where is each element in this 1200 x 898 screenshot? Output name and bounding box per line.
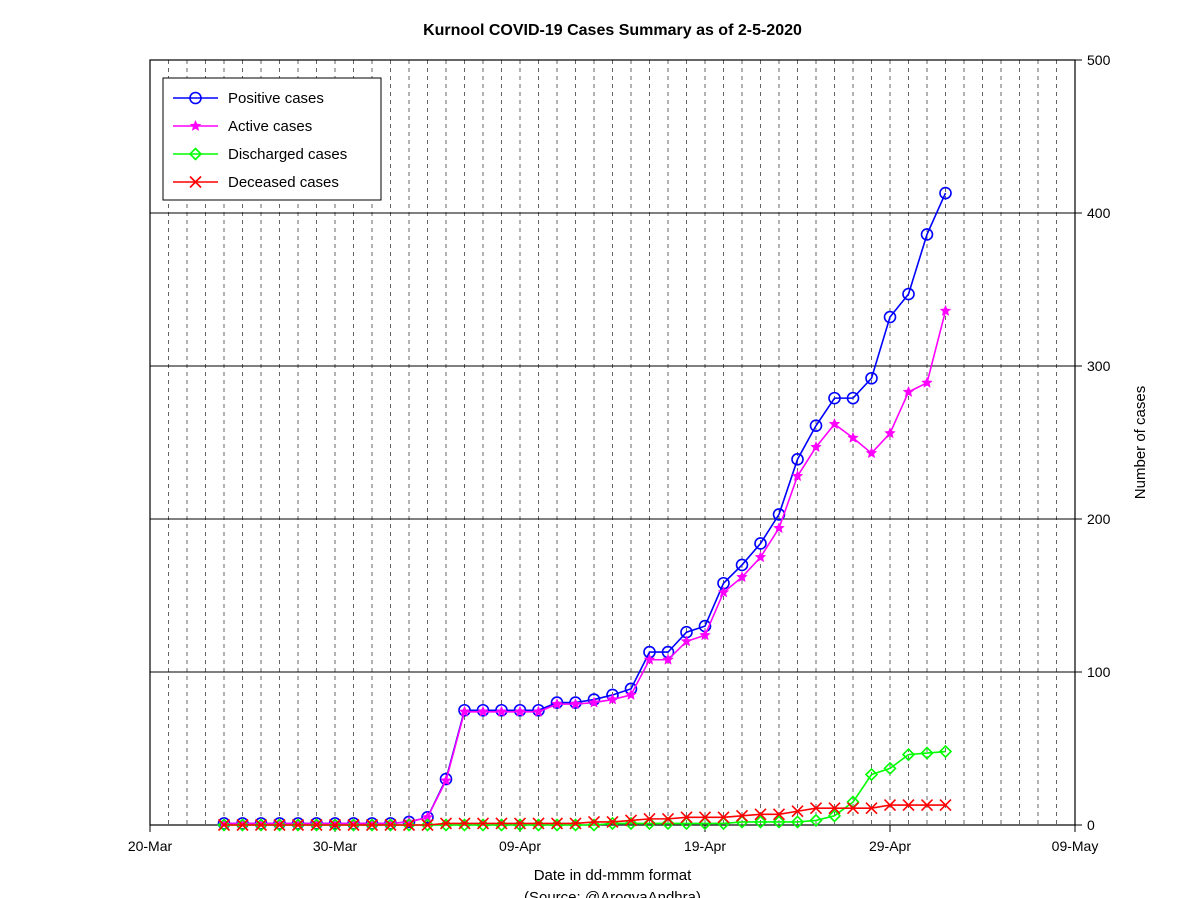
y-tick-label: 500 [1087,52,1111,68]
x-axis-label-2: (Source: @ArogyaAndhra) [524,889,701,898]
chart-container: Kurnool COVID-19 Cases Summary as of 2-5… [0,0,1200,898]
x-tick-label: 30-Mar [313,838,358,854]
legend-label: Deceased cases [228,174,339,191]
y-tick-label: 400 [1087,205,1111,221]
x-tick-label: 09-May [1052,838,1099,854]
y-tick-label: 300 [1087,358,1111,374]
x-tick-label: 09-Apr [499,838,541,854]
legend-label: Active cases [228,118,312,135]
x-axis-label-1: Date in dd-mmm format [534,867,692,884]
y-tick-label: 0 [1087,817,1095,833]
chart-title: Kurnool COVID-19 Cases Summary as of 2-5… [423,22,802,39]
x-tick-label: 19-Apr [684,838,726,854]
x-tick-label: 29-Apr [869,838,911,854]
legend-label: Discharged cases [228,146,347,163]
y-tick-label: 200 [1087,511,1111,527]
y-tick-label: 100 [1087,664,1111,680]
x-tick-label: 20-Mar [128,838,173,854]
y-axis-label: Number of cases [1132,386,1149,499]
legend-label: Positive cases [228,90,324,107]
line-chart: Kurnool COVID-19 Cases Summary as of 2-5… [0,0,1200,898]
